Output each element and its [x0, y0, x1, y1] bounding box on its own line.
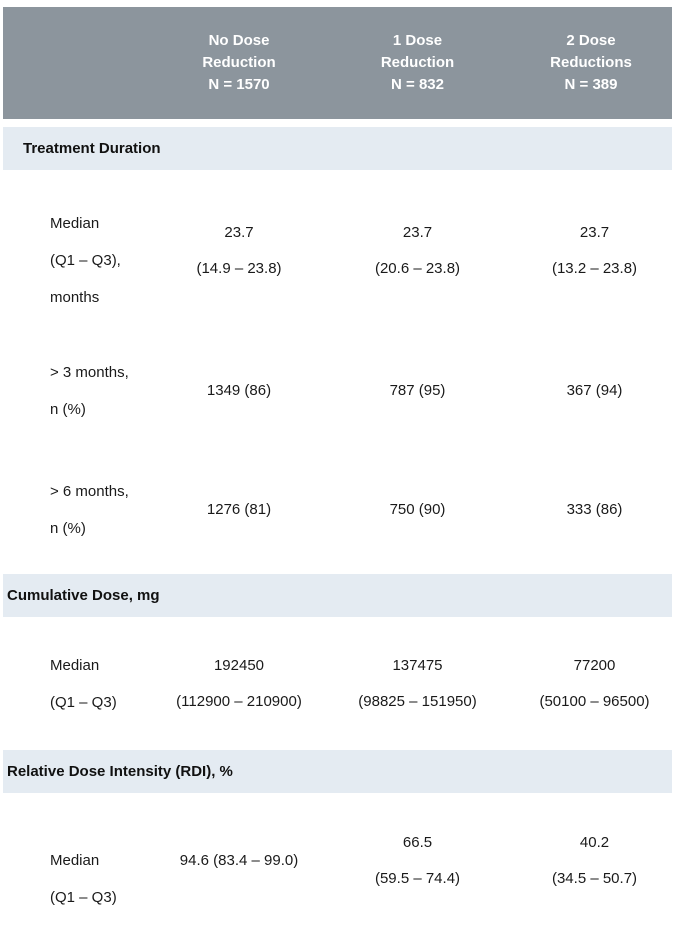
count-percent-value: 750 (90): [389, 500, 446, 518]
iqr-range: (34.5 – 50.7): [551, 869, 638, 887]
header-label-spacer: [3, 7, 153, 119]
section-title: Cumulative Dose, mg: [7, 587, 160, 604]
median-value: 77200: [573, 656, 616, 674]
section-title: Relative Dose Intensity (RDI), %: [7, 763, 233, 780]
cell-value: 367 (94): [510, 332, 679, 450]
column-header-n-count: N = 1570: [208, 76, 270, 93]
row-label-gt-3-months: > 3 months, n (%): [0, 332, 153, 450]
cell-value: 23.7 (20.6 – 23.8): [325, 170, 510, 332]
cell-value: 94.6 (83.4 – 99.0): [153, 793, 325, 928]
median-value: 40.2: [579, 833, 610, 851]
row-label-line: (Q1 – Q3): [50, 693, 117, 711]
count-percent-value: 1276 (81): [206, 500, 272, 518]
count-percent-value: 333 (86): [566, 500, 623, 518]
column-header-line: No Dose: [208, 32, 270, 49]
column-header-line: Reductions: [550, 54, 632, 71]
row-label-line: n (%): [50, 519, 86, 537]
row-label-line: months: [50, 288, 100, 306]
table-row-gt-6-months: > 6 months, n (%) 1276 (81) 750 (90) 333…: [0, 450, 679, 569]
table-row-median-months: Median (Q1 – Q3), months 23.7 (14.9 – 23…: [0, 170, 679, 332]
cell-value: 23.7 (14.9 – 23.8): [153, 170, 325, 332]
section-header-treatment-duration: Treatment Duration: [3, 127, 672, 170]
cell-value: 1349 (86): [153, 332, 325, 450]
iqr-range: (14.9 – 23.8): [196, 260, 282, 277]
row-label-line: > 6 months,: [50, 482, 129, 500]
row-label-gt-6-months: > 6 months, n (%): [0, 450, 153, 569]
median-value: 137475: [392, 656, 443, 674]
column-header-n-count: N = 832: [391, 76, 444, 93]
median-with-range-value: 94.6 (83.4 – 99.0): [179, 851, 299, 869]
section-header-rdi: Relative Dose Intensity (RDI), %: [3, 750, 672, 793]
cell-value: 750 (90): [325, 450, 510, 569]
cell-value: 1276 (81): [153, 450, 325, 569]
median-value: 23.7: [402, 224, 433, 241]
column-header-2-dose-reductions: 2 Dose Reductions N = 389: [510, 7, 672, 119]
column-header-line: 2 Dose: [566, 32, 616, 49]
iqr-range: (98825 – 151950): [358, 692, 477, 710]
section-header-cumulative-dose: Cumulative Dose, mg: [3, 574, 672, 617]
cell-value: 66.5 (59.5 – 74.4): [325, 793, 510, 928]
section-title: Treatment Duration: [23, 140, 161, 157]
iqr-range: (20.6 – 23.8): [374, 260, 461, 277]
median-value: 66.5: [402, 833, 433, 851]
iqr-range: (50100 – 96500): [539, 692, 650, 710]
count-percent-value: 787 (95): [389, 382, 446, 399]
table-row-rdi-median: Median (Q1 – Q3) 94.6 (83.4 – 99.0) 66.5…: [0, 793, 679, 928]
count-percent-value: 1349 (86): [206, 382, 272, 399]
cell-value: 77200 (50100 – 96500): [510, 617, 679, 750]
cell-value: 23.7 (13.2 – 23.8): [510, 170, 679, 332]
median-value: 23.7: [224, 224, 254, 241]
row-label-line: Median: [50, 851, 100, 869]
table-header-row: No Dose Reduction N = 1570 1 Dose Reduct…: [3, 7, 672, 119]
row-label-line: n (%): [50, 401, 86, 418]
cell-value: 333 (86): [510, 450, 679, 569]
cell-value: 40.2 (34.5 – 50.7): [510, 793, 679, 928]
cell-value: 192450 (112900 – 210900): [153, 617, 325, 750]
column-header-line: Reduction: [202, 54, 276, 71]
row-label-line: Median: [50, 214, 100, 232]
row-label-median-months: Median (Q1 – Q3), months: [0, 179, 153, 341]
row-label-median-q1-q3: Median (Q1 – Q3): [0, 811, 153, 928]
median-value: 192450: [213, 656, 265, 674]
column-header-line: 1 Dose: [392, 32, 443, 49]
cell-value: 787 (95): [325, 332, 510, 450]
cell-value: 137475 (98825 – 151950): [325, 617, 510, 750]
row-label-line: Median: [50, 656, 100, 674]
table-row-cumulative-median: Median (Q1 – Q3) 192450 (112900 – 210900…: [0, 617, 679, 750]
row-label-median-q1-q3: Median (Q1 – Q3): [0, 617, 153, 750]
column-header-line: Reduction: [380, 54, 455, 71]
iqr-range: (13.2 – 23.8): [551, 260, 638, 277]
row-label-line: (Q1 – Q3),: [50, 251, 121, 269]
count-percent-value: 367 (94): [566, 382, 623, 399]
median-value: 23.7: [579, 224, 610, 241]
row-label-line: (Q1 – Q3): [50, 888, 117, 906]
column-header-n-count: N = 389: [564, 76, 618, 93]
iqr-range: (59.5 – 74.4): [374, 869, 461, 887]
iqr-range: (112900 – 210900): [176, 692, 302, 710]
column-header-no-dose-reduction: No Dose Reduction N = 1570: [153, 7, 325, 119]
row-label-line: > 3 months,: [50, 364, 129, 381]
table-row-gt-3-months: > 3 months, n (%) 1349 (86) 787 (95) 367…: [0, 332, 679, 450]
column-header-1-dose-reduction: 1 Dose Reduction N = 832: [325, 7, 510, 119]
